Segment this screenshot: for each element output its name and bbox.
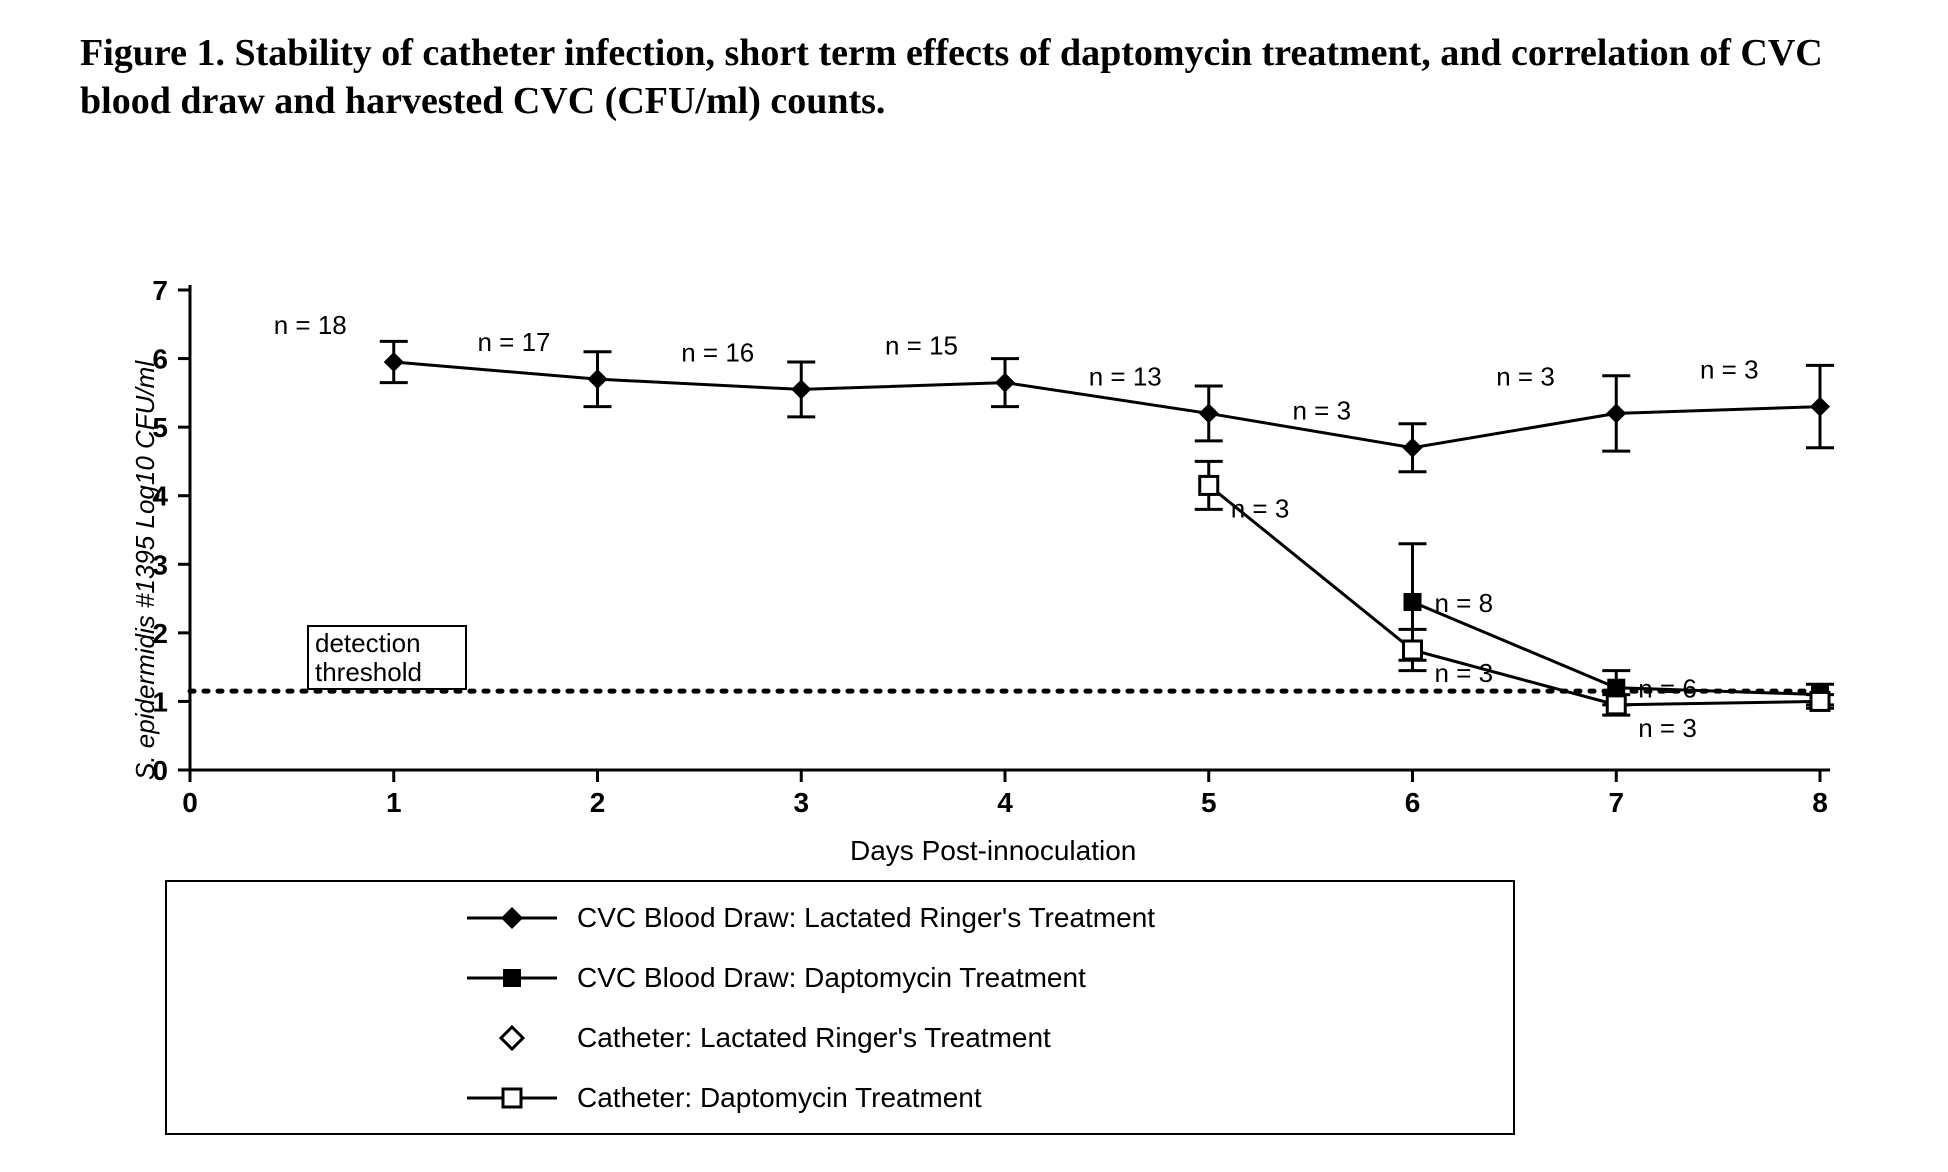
svg-text:n = 17: n = 17 — [478, 327, 551, 357]
legend-item-0: CVC Blood Draw: Lactated Ringer's Treatm… — [467, 902, 1155, 934]
svg-text:n = 8: n = 8 — [1435, 588, 1494, 618]
svg-text:8: 8 — [1812, 787, 1828, 818]
svg-text:n = 13: n = 13 — [1089, 361, 1162, 391]
svg-text:n = 15: n = 15 — [885, 331, 958, 361]
legend-label: Catheter: Lactated Ringer's Treatment — [577, 1022, 1051, 1054]
svg-text:n = 3: n = 3 — [1496, 361, 1555, 391]
svg-text:n = 18: n = 18 — [274, 310, 347, 340]
chart-area: 01234567012345678n = 18n = 17n = 16n = 1… — [120, 280, 1840, 840]
svg-text:5: 5 — [1201, 787, 1217, 818]
legend-item-1: CVC Blood Draw: Daptomycin Treatment — [467, 962, 1086, 994]
figure-page: Figure 1. Stability of catheter infectio… — [0, 0, 1948, 1172]
detection-threshold-text: detection threshold — [315, 628, 422, 687]
chart-svg: 01234567012345678n = 18n = 17n = 16n = 1… — [120, 280, 1840, 840]
svg-text:n = 16: n = 16 — [681, 337, 754, 367]
svg-text:7: 7 — [1608, 787, 1624, 818]
svg-text:n = 3: n = 3 — [1231, 493, 1290, 523]
figure-title: Figure 1. Stability of catheter infectio… — [80, 30, 1880, 125]
x-axis-label: Days Post-innoculation — [850, 835, 1136, 867]
legend-marker-square-filled-icon — [467, 963, 557, 993]
svg-text:n = 3: n = 3 — [1638, 713, 1697, 743]
svg-text:7: 7 — [152, 280, 168, 306]
legend-item-2: Catheter: Lactated Ringer's Treatment — [467, 1022, 1051, 1054]
legend-label: Catheter: Daptomycin Treatment — [577, 1082, 982, 1114]
legend-marker-diamond-open-icon — [467, 1023, 557, 1053]
svg-text:4: 4 — [997, 787, 1013, 818]
svg-text:6: 6 — [1405, 787, 1421, 818]
legend-item-3: Catheter: Daptomycin Treatment — [467, 1082, 982, 1114]
svg-text:1: 1 — [386, 787, 402, 818]
legend-label: CVC Blood Draw: Daptomycin Treatment — [577, 962, 1086, 994]
svg-text:3: 3 — [793, 787, 809, 818]
svg-text:2: 2 — [590, 787, 606, 818]
svg-text:n = 3: n = 3 — [1435, 658, 1494, 688]
svg-text:n = 6: n = 6 — [1638, 674, 1697, 704]
legend-marker-square-open-icon — [467, 1083, 557, 1113]
legend-marker-diamond-filled-icon — [467, 903, 557, 933]
y-axis-label-wrap: S. epidermidis #1395 Log10 CFU/ml — [130, 361, 161, 780]
detection-threshold-label: detection threshold — [307, 625, 467, 690]
y-axis-label-italic: S. epidermidis #1395 Log10 CFU/ml — [130, 361, 160, 780]
svg-text:0: 0 — [182, 787, 198, 818]
legend-label: CVC Blood Draw: Lactated Ringer's Treatm… — [577, 902, 1155, 934]
svg-text:n = 3: n = 3 — [1293, 396, 1352, 426]
svg-text:n = 3: n = 3 — [1700, 355, 1759, 385]
legend: CVC Blood Draw: Lactated Ringer's Treatm… — [165, 880, 1515, 1135]
